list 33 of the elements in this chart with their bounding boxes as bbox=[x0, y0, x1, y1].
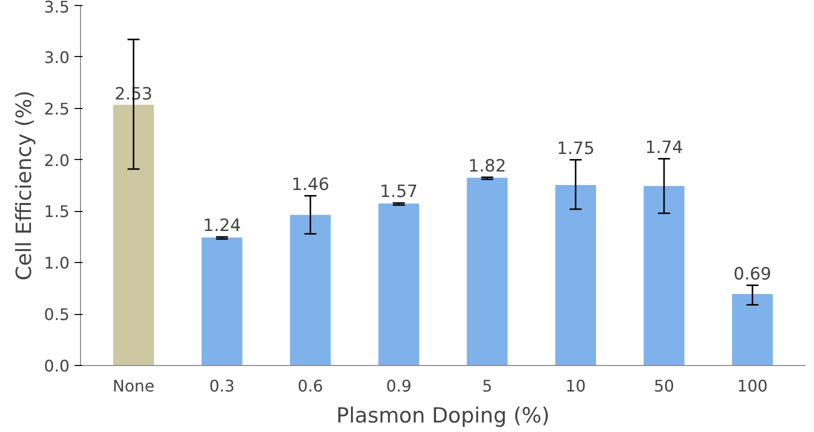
bar bbox=[644, 186, 684, 366]
y-tick-label: 1.0 bbox=[44, 254, 70, 273]
bar bbox=[202, 237, 242, 366]
x-tick-label: 100 bbox=[737, 376, 768, 396]
y-tick-label: 3.5 bbox=[44, 0, 70, 16]
x-tick-label: 0.3 bbox=[209, 376, 235, 396]
data-label: 1.82 bbox=[468, 156, 506, 176]
bar bbox=[466, 178, 508, 366]
x-tick-label: 0.9 bbox=[386, 376, 412, 396]
y-tick-label: 3.0 bbox=[44, 48, 70, 67]
data-label: 0.69 bbox=[734, 264, 772, 284]
data-label: 1.57 bbox=[380, 182, 418, 202]
bar bbox=[378, 204, 420, 366]
bar bbox=[555, 185, 596, 366]
y-tick-label: 1.5 bbox=[44, 202, 70, 222]
y-tick-label: 0.0 bbox=[44, 356, 70, 376]
y-tick-label: 0.5 bbox=[44, 305, 70, 324]
x-tick-label: None bbox=[112, 376, 154, 396]
bar bbox=[732, 294, 773, 366]
y-tick-label: 2.0 bbox=[44, 150, 70, 170]
x-tick-label: 50 bbox=[654, 376, 674, 396]
x-tick-label: 0.6 bbox=[298, 376, 324, 396]
x-tick-label: 5 bbox=[482, 376, 492, 396]
data-label: 1.74 bbox=[645, 138, 683, 158]
y-tick-label: 2.5 bbox=[44, 99, 70, 118]
bar bbox=[290, 214, 331, 366]
data-label: 1.46 bbox=[291, 174, 330, 195]
data-label: 1.24 bbox=[203, 216, 241, 236]
x-axis-title: Plasmon Doping (%) bbox=[336, 404, 550, 428]
bar bbox=[113, 104, 154, 366]
x-tick-label: 10 bbox=[565, 376, 586, 396]
data-label: 1.75 bbox=[556, 138, 595, 159]
y-axis-title: Cell Efficiency (%) bbox=[12, 90, 36, 281]
